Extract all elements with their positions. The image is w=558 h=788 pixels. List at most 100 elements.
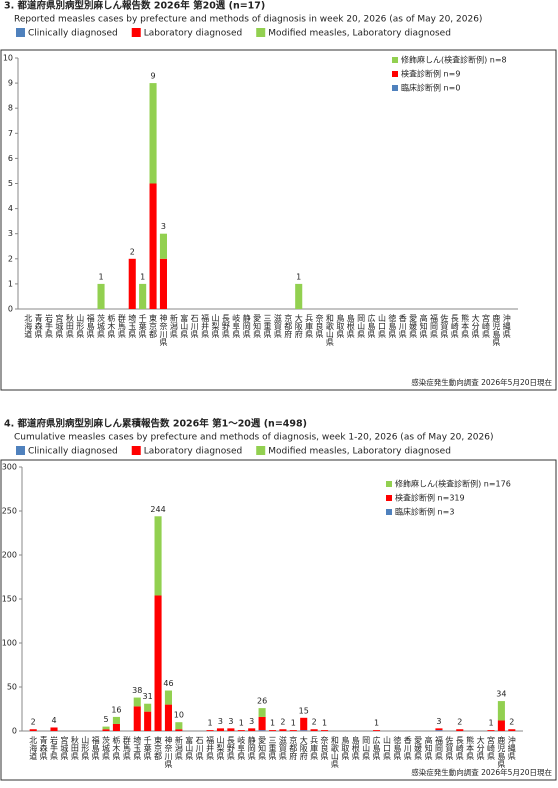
- legend-swatch: [131, 28, 141, 37]
- x-tick-label: 三重県: [263, 314, 272, 339]
- chart-frame: [0, 49, 557, 391]
- bar-segment: [487, 730, 495, 731]
- bar-segment: [133, 706, 141, 731]
- legend-swatch: [386, 509, 392, 515]
- legend-label: Laboratory diagnosed: [144, 447, 242, 457]
- x-tick-label: 愛知県: [258, 735, 267, 761]
- legend-label: Modified measles, Laboratory diagnosed: [268, 447, 451, 457]
- x-tick-label: 北海道: [24, 314, 33, 339]
- chart-subtitle: Cumulative measles cases by prefecture a…: [14, 433, 493, 443]
- x-tick-label: 滋賀県: [273, 313, 282, 339]
- bar-segment: [159, 258, 167, 309]
- x-tick-label: 秋田県: [65, 313, 74, 339]
- legend-swatch: [386, 495, 392, 501]
- x-tick-label: 埼玉県: [133, 735, 142, 761]
- x-tick-label: 石川県: [195, 736, 204, 761]
- x-tick-label: 栃木県: [107, 313, 116, 339]
- total-label: 2: [509, 718, 514, 727]
- total-label: 5: [103, 715, 108, 724]
- x-tick-label: 熊本県: [466, 735, 475, 761]
- legend-label: 臨床診断例 n=0: [401, 83, 460, 93]
- total-label: 244: [150, 505, 165, 514]
- legend-swatch: [392, 57, 398, 63]
- x-tick-label: 鹿児島県: [492, 313, 501, 347]
- x-tick-label: 埼玉県: [128, 313, 137, 339]
- bar-segment: [133, 697, 141, 707]
- bar-segment: [320, 730, 329, 731]
- total-label: 1: [270, 719, 275, 728]
- source-note: 感染症発生動向調査 2026年5月20日現在: [411, 767, 552, 777]
- bar-segment: [154, 516, 162, 596]
- bar-segment: [289, 730, 297, 731]
- x-tick-label: 大分県: [471, 313, 480, 339]
- x-tick-label: 千葉県: [138, 313, 147, 339]
- x-tick-label: 愛媛県: [414, 735, 423, 761]
- x-tick-label: 長野県: [226, 736, 235, 761]
- x-tick-label: 宮城県: [60, 735, 69, 761]
- legend-label: Clinically diagnosed: [28, 447, 118, 457]
- x-tick-label: 広島県: [367, 313, 376, 339]
- total-label: 38: [132, 686, 142, 695]
- x-tick-label: 鹿児島県: [497, 735, 506, 769]
- x-tick-label: 岐阜県: [237, 735, 246, 761]
- x-tick-label: 島根県: [351, 735, 360, 761]
- bar-segment: [258, 716, 266, 731]
- bar-segment: [279, 729, 287, 731]
- x-tick-label: 兵庫県: [305, 313, 314, 339]
- x-tick-label: 熊本県: [461, 313, 470, 339]
- bar-segment: [248, 728, 256, 731]
- x-tick-label: 青森県: [34, 313, 43, 339]
- x-tick-label: 兵庫県: [310, 735, 319, 761]
- bar-segment: [102, 729, 110, 731]
- bar-segment: [175, 722, 183, 730]
- x-tick-label: 福岡県: [434, 736, 443, 761]
- x-tick-label: 大阪府: [294, 313, 303, 339]
- chart-subtitle: Reported measles cases by prefecture and…: [14, 15, 482, 25]
- bar-segment: [258, 730, 266, 731]
- bar-segment: [164, 704, 172, 731]
- y-tick-label: 4: [8, 204, 13, 213]
- total-label: 26: [257, 697, 267, 706]
- total-label: 3: [218, 717, 223, 726]
- x-tick-label: 北海道: [29, 736, 38, 761]
- x-tick-label: 徳島県: [393, 735, 402, 761]
- y-tick-label: 200: [2, 551, 17, 560]
- total-label: 1: [291, 719, 296, 728]
- bar-segment: [159, 233, 167, 259]
- chart-frame: [0, 459, 557, 781]
- legend-swatch: [256, 446, 266, 455]
- legend-label: 検査診断例 n=319: [395, 493, 465, 503]
- x-tick-label: 石川県: [190, 314, 199, 339]
- x-tick-label: 山口県: [377, 313, 386, 339]
- y-tick-label: 8: [8, 104, 13, 113]
- total-label: 2: [457, 718, 462, 727]
- total-label: 1: [374, 719, 379, 728]
- x-tick-label: 岡山県: [357, 314, 366, 339]
- x-tick-label: 新潟県: [174, 735, 183, 761]
- total-label: 1: [488, 719, 493, 728]
- x-tick-label: 愛媛県: [409, 313, 418, 339]
- total-label: 46: [163, 679, 173, 688]
- x-tick-label: 山口県: [382, 735, 391, 761]
- x-tick-label: 秋田県: [70, 735, 79, 761]
- x-tick-label: 山梨県: [216, 735, 225, 761]
- total-label: 31: [143, 692, 153, 701]
- y-tick-label: 10: [3, 54, 13, 63]
- y-tick-label: 1: [8, 279, 13, 288]
- bar-segment: [373, 730, 381, 731]
- x-tick-label: 佐賀県: [445, 735, 454, 761]
- x-tick-label: 山形県: [81, 735, 90, 761]
- x-tick-label: 栃木県: [112, 735, 121, 761]
- total-label: 3: [228, 717, 233, 726]
- x-tick-label: 京都府: [284, 313, 293, 339]
- y-tick-label: 0: [8, 305, 13, 314]
- x-tick-label: 岐阜県: [232, 313, 241, 339]
- x-tick-label: 福井県: [206, 736, 215, 761]
- x-tick-label: 佐賀県: [440, 313, 449, 339]
- bar-segment: [175, 729, 183, 731]
- x-tick-label: 新潟県: [169, 313, 178, 339]
- total-label: 3: [436, 717, 441, 726]
- x-tick-label: 福井県: [201, 314, 210, 339]
- bar-segment: [295, 283, 303, 309]
